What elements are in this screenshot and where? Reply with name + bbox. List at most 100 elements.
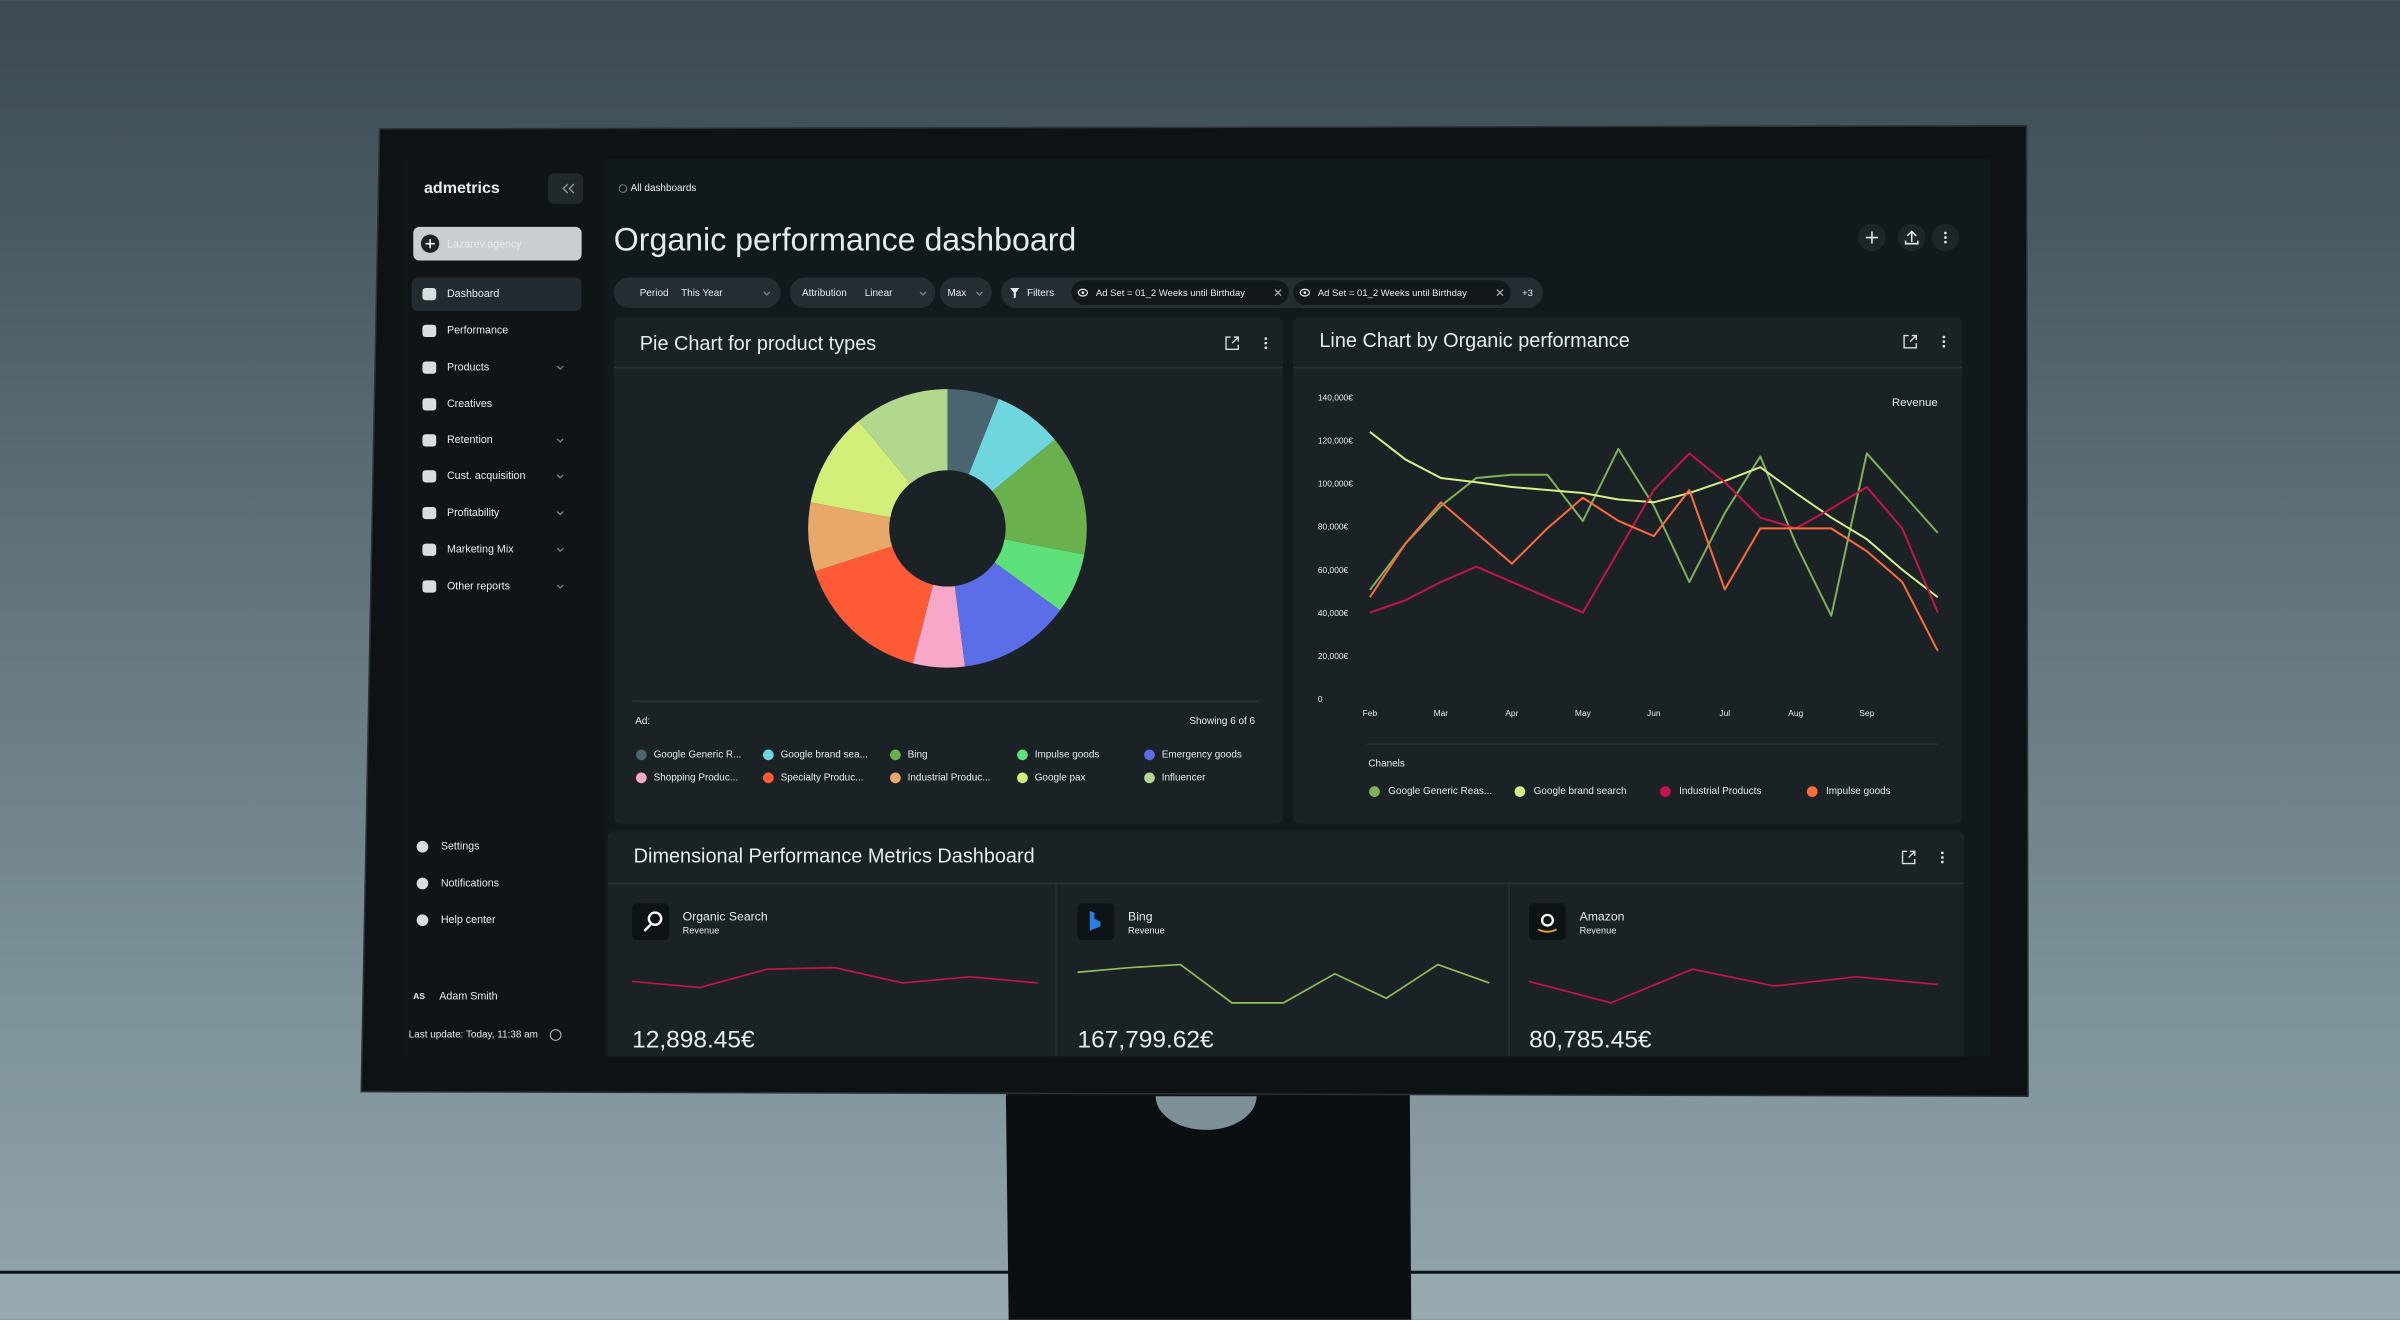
nav-item[interactable]: Dashboard — [411, 277, 582, 312]
legend-item[interactable]: Impulse goods — [1806, 786, 1891, 797]
x-tick-label: Jul — [1719, 708, 1730, 718]
footer-nav-item[interactable]: Help center — [416, 914, 496, 926]
nav-label: Cust. acquisition — [447, 470, 526, 482]
filter-value: Max — [947, 288, 966, 299]
menu-dot — [1944, 236, 1947, 239]
metric-card[interactable]: Amazon Revenue 80,785.45€ — [1529, 903, 1652, 1054]
legend-item[interactable]: Google brand search — [1514, 786, 1627, 797]
x-tick-label: Mar — [1434, 708, 1449, 718]
legend-label: Shopping Produc... — [654, 772, 739, 783]
metric-card[interactable]: Organic Search Revenue 12,898.45€ — [632, 903, 768, 1054]
legend-item[interactable]: Google Generic R... — [635, 750, 742, 761]
panel-menu-button[interactable] — [1264, 337, 1268, 350]
period-select[interactable]: Period This Year — [613, 277, 781, 308]
menu-dot — [1944, 240, 1947, 244]
footer-nav-item[interactable]: Settings — [416, 840, 480, 853]
nav-label: Marketing Mix — [447, 544, 514, 556]
legend-label: Google Generic Reas... — [1388, 786, 1492, 797]
legend-item[interactable]: Bing — [890, 750, 928, 761]
add-icon — [1865, 231, 1879, 244]
header-button[interactable] — [1897, 223, 1926, 252]
panel-menu-button[interactable] — [1942, 335, 1946, 348]
legend-item[interactable]: Google Generic Reas... — [1369, 786, 1492, 797]
header-button[interactable] — [1858, 223, 1886, 252]
workspace-switcher[interactable]: Lazarev.agency — [413, 226, 582, 261]
nav-item[interactable]: Other reports — [422, 580, 564, 593]
legend-item[interactable]: Shopping Produc... — [635, 772, 739, 783]
menu-dot — [1940, 851, 1944, 855]
header-button[interactable] — [1931, 223, 1960, 252]
window-select[interactable]: Max — [939, 277, 992, 308]
collapse-button[interactable] — [547, 173, 584, 204]
legend-item[interactable]: Google brand sea... — [763, 750, 868, 761]
chevron-icon — [976, 291, 984, 296]
legend-item[interactable]: Industrial Produc... — [890, 772, 991, 783]
legend-swatch — [1144, 749, 1155, 761]
panel-open-button[interactable] — [1903, 334, 1918, 349]
legend-item[interactable]: Industrial Products — [1659, 786, 1761, 797]
nav-icon — [422, 580, 437, 593]
legend-swatch — [1017, 749, 1028, 761]
nav-item[interactable]: Profitability — [422, 506, 564, 520]
y-tick-label: 60,000€ — [1318, 565, 1349, 575]
workspace-bg — [413, 226, 582, 261]
page-title: Organic performance dashboard — [614, 222, 1077, 258]
menu-dot — [1942, 335, 1946, 339]
footer-nav-label: Help center — [441, 914, 496, 926]
menu-dot — [1944, 231, 1947, 235]
panel-menu-button[interactable] — [1940, 851, 1944, 864]
nav-item[interactable]: Creatives — [422, 398, 492, 411]
nav-item[interactable]: Cust. acquisition — [422, 470, 564, 483]
y-tick-label: 140,000€ — [1318, 392, 1353, 402]
card-total: 12,898.45€ — [632, 1027, 755, 1054]
legend-label: Google Generic R... — [654, 750, 742, 761]
filter-chip[interactable]: Ad Set = 01_2 Weeks until Birthday — [1071, 280, 1289, 305]
legend-label: Industrial Produc... — [908, 772, 991, 783]
nav-item[interactable]: Products — [422, 361, 564, 374]
card-name: Organic Search — [683, 909, 768, 923]
remove-icon — [1274, 289, 1282, 297]
metric-card[interactable]: Bing Revenue 167,799.62€ — [1077, 903, 1214, 1054]
nav-item[interactable]: Retention — [422, 434, 564, 447]
menu-dot — [1264, 337, 1268, 340]
legend-item[interactable]: Influencer — [1144, 772, 1206, 783]
eye-pupil — [1303, 291, 1307, 295]
sparkline — [1528, 968, 1938, 1004]
legend-item[interactable]: Impulse goods — [1017, 750, 1099, 761]
panel-open-button[interactable] — [1901, 850, 1916, 865]
collapse-bg — [547, 173, 584, 204]
y-tick-label: 0 — [1318, 694, 1323, 704]
panel-title: Line Chart by Organic performance — [1319, 330, 1629, 352]
card-name: Amazon — [1580, 909, 1625, 923]
last-update: Last update: Today, 11:38 am — [409, 1030, 538, 1041]
nav-icon — [422, 506, 437, 520]
monitor-stand — [1005, 1071, 1412, 1320]
more-filters: +3 — [1522, 288, 1533, 299]
filter-value: Linear — [865, 288, 893, 299]
filter-chip[interactable]: Ad Set = 01_2 Weeks until Birthday — [1293, 280, 1511, 305]
pie-slice — [810, 421, 911, 518]
legend-label: Google brand search — [1534, 786, 1627, 797]
legend-swatch — [1017, 772, 1028, 784]
legend-swatch — [1514, 786, 1526, 797]
nav-item[interactable]: Performance — [422, 325, 508, 338]
legend-item[interactable]: Specialty Produc... — [763, 772, 863, 783]
panel-open-button[interactable] — [1225, 336, 1239, 350]
eye-icon — [1077, 288, 1089, 297]
card-subtitle: Revenue — [1580, 925, 1617, 935]
footer-nav-icon — [416, 840, 429, 853]
legend-swatch — [763, 772, 774, 784]
legend-item[interactable]: Google pax — [1017, 772, 1086, 784]
breadcrumb: All dashboards — [631, 183, 697, 194]
card-total: 80,785.45€ — [1529, 1027, 1652, 1054]
footer-nav-item[interactable]: Notifications — [416, 877, 499, 889]
filter-label: Period — [640, 288, 669, 299]
legend-swatch — [1659, 786, 1671, 797]
nav-item[interactable]: Marketing Mix — [422, 544, 564, 556]
legend-item[interactable]: Emergency goods — [1144, 750, 1242, 761]
menu-dot — [1940, 860, 1944, 864]
attribution-select[interactable]: Attribution Linear — [789, 277, 936, 308]
menu-dot — [1942, 344, 1946, 348]
